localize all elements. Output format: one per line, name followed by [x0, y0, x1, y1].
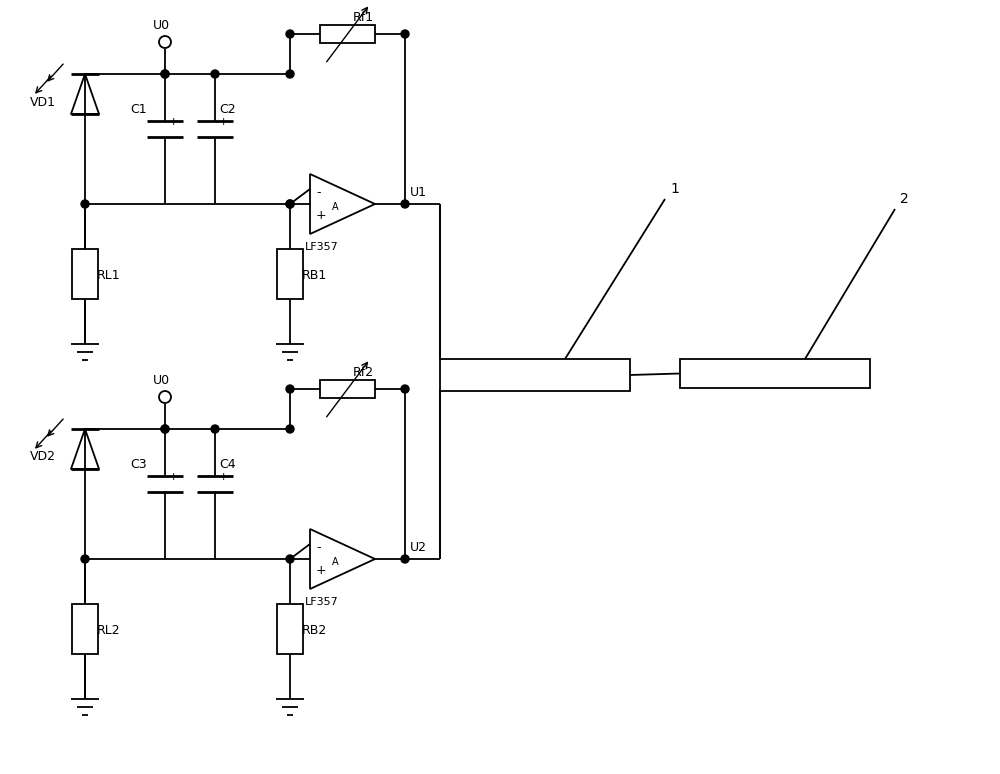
Text: Rf2: Rf2: [352, 366, 374, 379]
Bar: [277, 249, 303, 299]
Circle shape: [286, 425, 294, 433]
Circle shape: [401, 200, 409, 208]
Circle shape: [286, 555, 294, 563]
Text: U0: U0: [153, 19, 170, 32]
Text: C3: C3: [130, 458, 147, 471]
Text: VD2: VD2: [30, 450, 56, 464]
Text: 1: 1: [670, 182, 679, 196]
Text: C1: C1: [130, 103, 147, 116]
Circle shape: [286, 30, 294, 38]
Text: -: -: [316, 186, 320, 199]
Circle shape: [286, 200, 294, 208]
Circle shape: [286, 70, 294, 78]
Text: RL2: RL2: [97, 624, 121, 637]
Text: +: +: [169, 117, 178, 127]
Circle shape: [161, 70, 169, 78]
Circle shape: [286, 200, 294, 208]
Text: VD1: VD1: [30, 95, 56, 108]
Circle shape: [161, 425, 169, 433]
Bar: [72, 604, 98, 654]
Circle shape: [161, 70, 169, 78]
Text: -: -: [316, 541, 320, 554]
Text: +: +: [219, 117, 228, 127]
Circle shape: [401, 555, 409, 563]
Text: RB2: RB2: [302, 624, 327, 637]
Text: Rf1: Rf1: [352, 11, 374, 24]
Text: A: A: [332, 557, 339, 567]
Text: +: +: [169, 472, 178, 482]
Bar: [72, 249, 98, 299]
Text: LF357: LF357: [305, 597, 339, 607]
Circle shape: [286, 385, 294, 393]
Circle shape: [211, 70, 219, 78]
Text: U0: U0: [153, 374, 170, 387]
Text: LF357: LF357: [305, 242, 339, 252]
Text: A: A: [332, 202, 339, 212]
Text: 2: 2: [900, 192, 909, 206]
Circle shape: [211, 425, 219, 433]
Circle shape: [81, 555, 89, 563]
Text: RL1: RL1: [97, 269, 121, 282]
Bar: [320, 25, 375, 43]
Circle shape: [401, 30, 409, 38]
Bar: [277, 604, 303, 654]
Text: +: +: [316, 564, 327, 577]
Text: +: +: [219, 472, 228, 482]
Circle shape: [401, 385, 409, 393]
Bar: [680, 359, 870, 388]
Circle shape: [81, 200, 89, 208]
Text: C4: C4: [219, 458, 236, 471]
Bar: [320, 380, 375, 398]
Circle shape: [161, 425, 169, 433]
Bar: [440, 359, 630, 391]
Text: C2: C2: [219, 103, 236, 116]
Text: U2: U2: [410, 541, 427, 554]
Text: +: +: [316, 209, 327, 222]
Text: U1: U1: [410, 186, 427, 199]
Text: RB1: RB1: [302, 269, 327, 282]
